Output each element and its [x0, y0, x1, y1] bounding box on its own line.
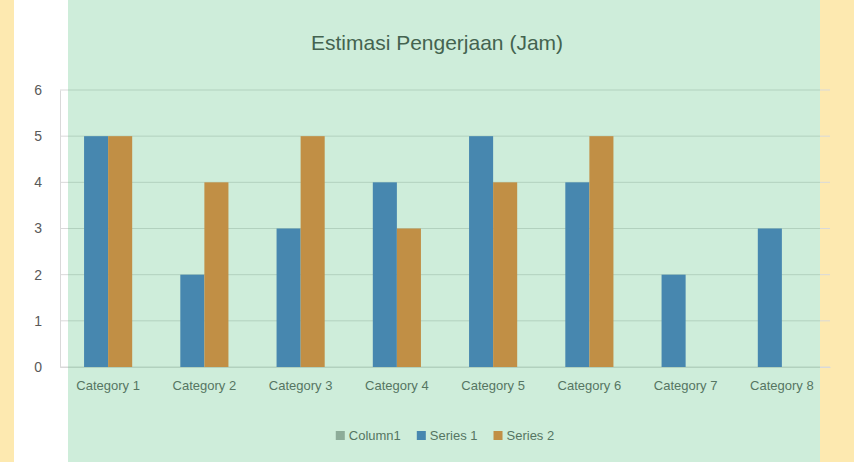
tick: 3 [34, 220, 60, 236]
bar [397, 229, 421, 368]
grid [60, 90, 830, 367]
legend: Column1 Series 1 Series 2 [336, 428, 554, 443]
legend-label: Series 1 [430, 428, 478, 443]
tick-label: Category 3 [269, 378, 333, 393]
tick: Category 7 [654, 367, 718, 393]
chart-title: Estimasi Pengerjaan (Jam) [311, 31, 563, 54]
tick-label: 1 [34, 313, 42, 329]
legend-item: Series 1 [417, 428, 478, 443]
tick: 1 [34, 313, 60, 329]
tick: 0 [34, 359, 60, 375]
legend-item: Column1 [336, 428, 401, 443]
grid-line [60, 367, 830, 368]
tick-label: 3 [34, 220, 42, 236]
tick: Category 5 [461, 367, 525, 393]
side-strip [820, 0, 854, 462]
tick-label: Category 7 [654, 378, 718, 393]
grid-line [60, 320, 830, 321]
tick-label: Category 8 [750, 378, 814, 393]
bar [373, 182, 397, 367]
bar [204, 182, 228, 367]
tick: Category 4 [365, 367, 429, 393]
grid-line [60, 182, 830, 183]
tick-label: Category 4 [365, 378, 429, 393]
axis-line [60, 91, 61, 368]
tick-label: 5 [34, 128, 42, 144]
bar [180, 275, 204, 367]
bar [589, 136, 613, 367]
tick-label: Category 2 [173, 378, 237, 393]
grid-line [60, 136, 830, 137]
tick-label: Category 5 [461, 378, 525, 393]
tick: Category 1 [76, 367, 140, 393]
legend-swatch [417, 431, 426, 440]
grid-line [60, 274, 830, 275]
bar [469, 136, 493, 367]
bars [84, 136, 782, 367]
background [0, 0, 854, 462]
x-axis: Category 1 Category 2 Category 3 Category 4… [61, 367, 831, 393]
legend-item: Series 2 [494, 428, 555, 443]
tick: Category 3 [269, 367, 333, 393]
plot: 0123456Category 1Category 2Category 3Cat… [34, 82, 830, 393]
chart: Estimasi Pengerjaan (Jam) 0 1 2 3 4 5 6 Category… [0, 0, 854, 462]
overlay [68, 0, 820, 462]
tick-label: 4 [34, 174, 42, 190]
axis-line [61, 367, 831, 368]
bar [301, 136, 325, 367]
bar [108, 136, 132, 367]
tick-label: 0 [34, 359, 42, 375]
bar [662, 275, 686, 367]
bar [565, 182, 589, 367]
legend-label: Series 2 [507, 428, 555, 443]
tick-label: Category 1 [76, 378, 140, 393]
legend-swatch [494, 431, 503, 440]
bar [84, 136, 108, 367]
tick: 6 [34, 82, 60, 98]
tick: 5 [34, 128, 60, 144]
legend-swatch [336, 431, 345, 440]
grid-line [60, 228, 830, 229]
grid-line [60, 90, 830, 91]
tick: 4 [34, 174, 60, 190]
bar [758, 229, 782, 368]
legend-label: Column1 [349, 428, 401, 443]
tick-label: Category 6 [558, 378, 622, 393]
tick-label: 6 [34, 82, 42, 98]
tick: Category 8 [750, 367, 814, 393]
tick: Category 2 [173, 367, 237, 393]
tick: Category 6 [558, 367, 622, 393]
bar [493, 182, 517, 367]
tick-label: 2 [34, 267, 42, 283]
bar [277, 229, 301, 368]
side-strip [0, 0, 14, 462]
tick: 2 [34, 267, 60, 283]
y-axis: 0 1 2 3 4 5 6 [34, 82, 60, 375]
